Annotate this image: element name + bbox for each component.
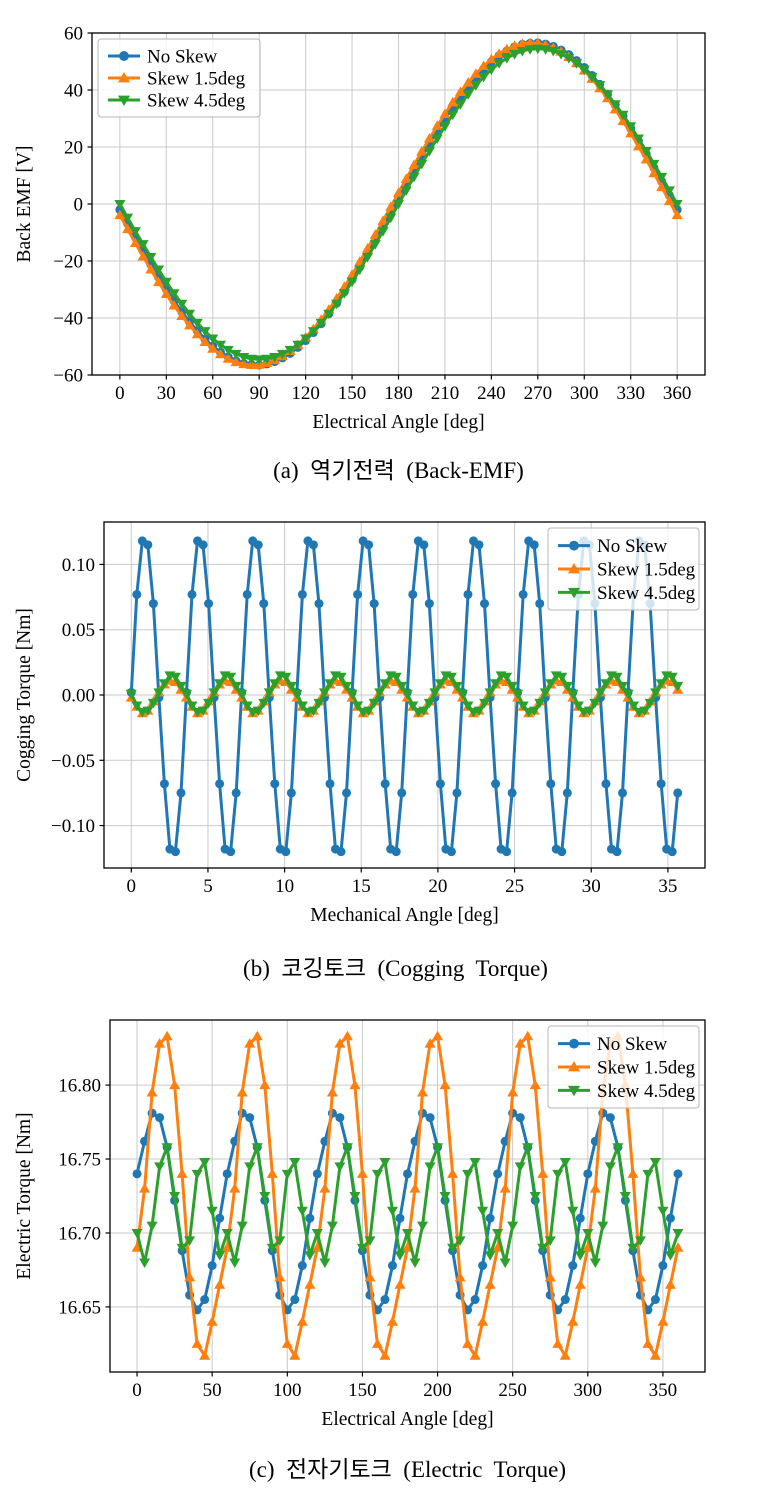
y-tick-label: −20 — [53, 252, 83, 273]
series-group — [125, 536, 684, 857]
series-markers — [114, 37, 683, 370]
series-markers — [131, 1143, 684, 1269]
x-tick-label: 5 — [203, 876, 213, 897]
x-tick-label: 30 — [582, 876, 601, 897]
y-tick-label: 60 — [64, 24, 83, 45]
legend-label: No Skew — [597, 536, 667, 557]
y-tick-label: 0 — [74, 195, 84, 216]
x-tick-label: 120 — [291, 383, 320, 404]
cogging-torque-chart: 0 5 10 15 20 25 30 35 −0.10 −0.05 0.00 0.05 0.10 Mech… — [14, 521, 706, 926]
y-tick-label: −0.05 — [51, 751, 95, 772]
axes: 0 30 60 90 120 150 180 210 240 270 300 330 360 −60 −40… — [53, 24, 691, 405]
x-tick-label: 360 — [663, 383, 692, 404]
caption-electric-torque: (c) 전자기토크 (Electric Torque) — [248, 1457, 567, 1482]
x-tick-label: 350 — [649, 1380, 678, 1401]
y-tick-label: 0.05 — [62, 620, 95, 641]
y-tick-label: −0.10 — [51, 816, 95, 837]
x-tick-label: 60 — [203, 383, 222, 404]
y-tick-label: −40 — [53, 309, 83, 330]
axes: 0 5 10 15 20 25 30 35 −0.10 −0.05 0.00 0.05 0.10 — [51, 555, 677, 897]
x-axis-label: Electrical Angle [deg] — [312, 412, 484, 433]
x-tick-label: 0 — [132, 1380, 142, 1401]
x-tick-label: 270 — [524, 383, 553, 404]
x-tick-label: 0 — [127, 876, 137, 897]
x-tick-label: 35 — [658, 876, 677, 897]
x-tick-label: 180 — [384, 383, 413, 404]
caption-back-emf: (a) 역기전력 (Back-EMF) — [273, 458, 524, 483]
x-tick-label: 240 — [477, 383, 506, 404]
legend-box — [97, 38, 261, 118]
y-axis-label: Electric Torque [Nm] — [14, 1112, 35, 1279]
caption-cogging-torque: (b) 코깅토크 (Cogging Torque) — [243, 956, 548, 981]
x-tick-label: 100 — [273, 1380, 302, 1401]
x-tick-label: 25 — [505, 876, 524, 897]
legend-box — [547, 1025, 700, 1109]
legend-label: Skew 4.5deg — [597, 1081, 696, 1102]
x-tick-label: 150 — [348, 1380, 377, 1401]
series-markers — [114, 44, 683, 365]
legend-label: Skew 1.5deg — [597, 560, 696, 581]
x-tick-label: 50 — [203, 1380, 222, 1401]
x-axis-label: Mechanical Angle [deg] — [310, 905, 498, 926]
x-tick-label: 300 — [570, 383, 599, 404]
y-axis-label: Cogging Torque [Nm] — [14, 608, 35, 782]
legend-label: Skew 1.5deg — [597, 1058, 696, 1079]
back-emf-chart: 0 30 60 90 120 150 180 210 240 270 300 330 360 −60 −40… — [14, 24, 706, 433]
y-tick-label: 16.65 — [58, 1297, 101, 1318]
x-tick-label: 15 — [352, 876, 371, 897]
legend-label: No Skew — [147, 47, 217, 68]
plot-border — [109, 1019, 706, 1373]
x-tick-label: 330 — [616, 383, 645, 404]
x-tick-label: 10 — [275, 876, 294, 897]
x-tick-label: 300 — [574, 1380, 603, 1401]
x-axis-label: Electrical Angle [deg] — [321, 1409, 493, 1430]
legend-box — [547, 527, 700, 611]
legend-label: Skew 1.5deg — [147, 69, 246, 90]
y-tick-label: 40 — [64, 81, 83, 102]
x-tick-label: 200 — [423, 1380, 452, 1401]
back-emf-figure: 0 30 60 90 120 150 180 210 240 270 300 330 360 −60 −40… — [0, 0, 757, 490]
x-tick-label: 250 — [498, 1380, 527, 1401]
y-tick-label: 16.70 — [58, 1223, 101, 1244]
x-tick-label: 150 — [338, 383, 367, 404]
cogging-torque-figure: 0 5 10 15 20 25 30 35 −0.10 −0.05 0.00 0.05 0.10 Mech… — [0, 490, 757, 988]
y-tick-label: −60 — [53, 366, 83, 387]
x-tick-label: 20 — [428, 876, 447, 897]
legend-label: Skew 4.5deg — [147, 91, 246, 112]
electric-torque-figure: 0 50 100 150 200 250 300 350 16.65 16.70 16.75 16.8… — [0, 988, 757, 1493]
y-axis-label: Back EMF [V] — [14, 146, 35, 263]
series-markers — [125, 671, 684, 718]
x-tick-label: 210 — [431, 383, 460, 404]
axes: 0 50 100 150 200 250 300 350 16.65 16.70 16.75 16.8… — [58, 1076, 677, 1401]
x-tick-label: 90 — [250, 383, 269, 404]
x-tick-label: 30 — [157, 383, 176, 404]
x-tick-label: 0 — [115, 383, 125, 404]
electric-torque-chart: 0 50 100 150 200 250 300 350 16.65 16.70 16.75 16.8… — [14, 1019, 706, 1430]
y-tick-label: 0.00 — [62, 686, 95, 707]
y-tick-label: 16.75 — [58, 1150, 101, 1171]
y-tick-label: 16.80 — [58, 1076, 101, 1097]
y-tick-label: 20 — [64, 138, 83, 159]
legend-label: Skew 4.5deg — [597, 583, 696, 604]
y-tick-label: 0.10 — [62, 555, 95, 576]
series-group — [114, 37, 683, 370]
legend-label: No Skew — [597, 1034, 667, 1055]
